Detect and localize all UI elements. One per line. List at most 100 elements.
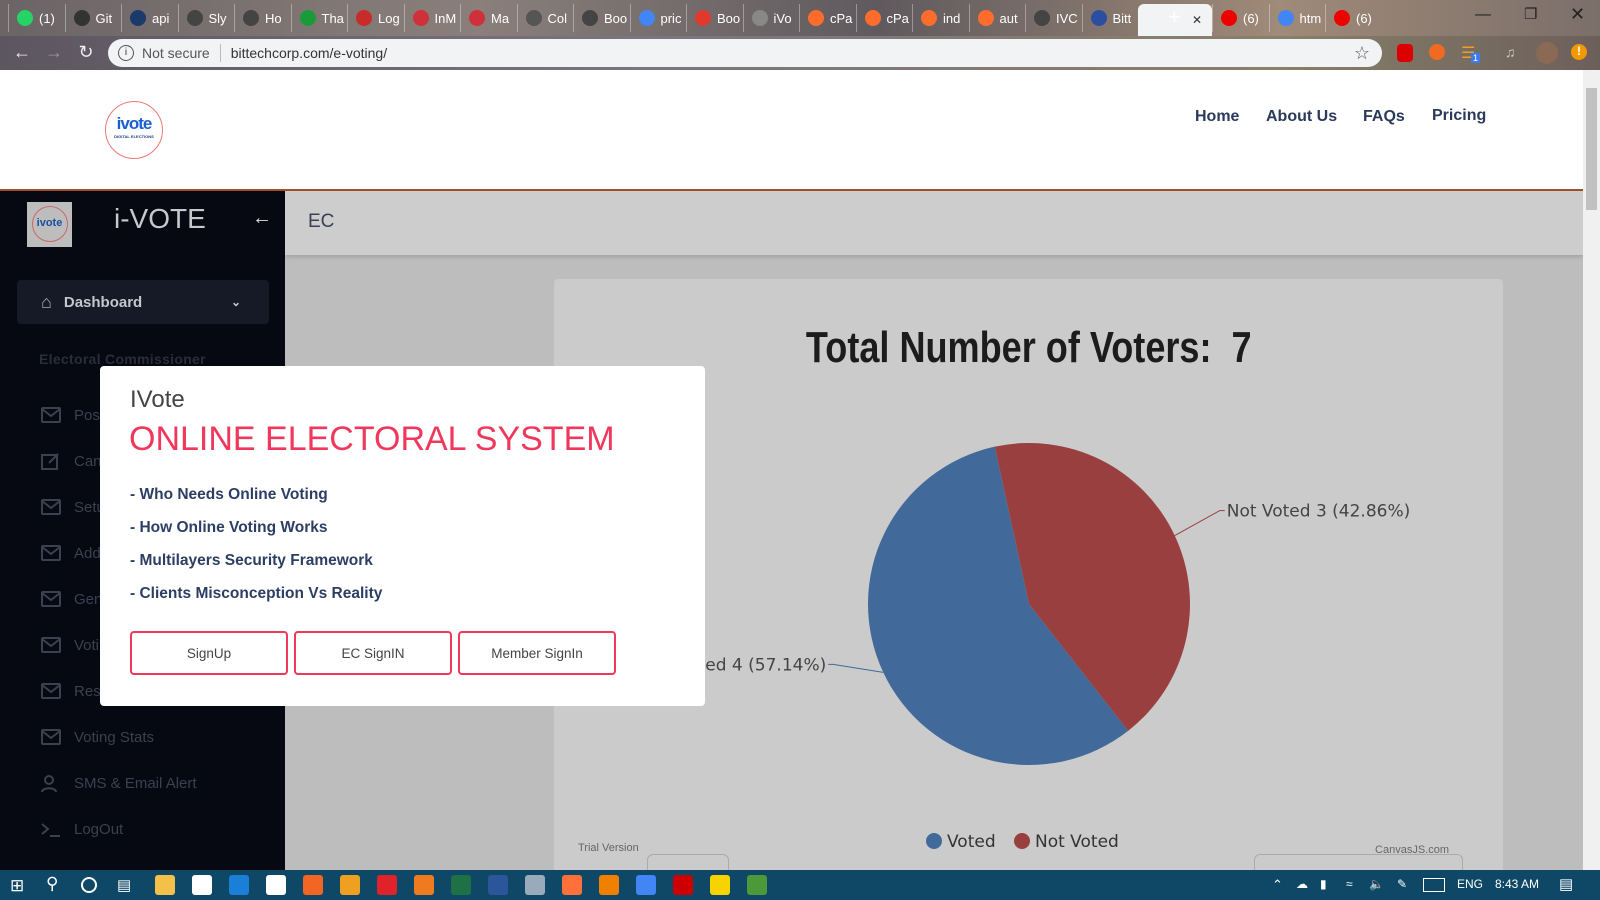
modal-link[interactable]: - Who Needs Online Voting <box>130 486 328 503</box>
update-alert-icon[interactable]: ! <box>1571 44 1587 60</box>
sidebar-item[interactable]: Add <box>40 544 101 562</box>
search-icon[interactable]: ⚲ <box>46 874 59 893</box>
browser-tab[interactable]: Git <box>64 4 122 32</box>
mail-icon[interactable] <box>266 875 286 895</box>
ec-signin-button[interactable]: EC SignIN <box>294 631 452 675</box>
clock[interactable]: 8:43 AM <box>1495 877 1540 891</box>
sidebar-item[interactable]: Posi <box>40 406 103 424</box>
pen-icon[interactable]: ✎ <box>1397 877 1408 891</box>
browser-tab[interactable]: iVo <box>742 4 800 32</box>
back-icon[interactable]: ← <box>13 42 31 62</box>
sidebar-item[interactable]: Can <box>40 452 102 470</box>
volume-icon[interactable]: 🔈 <box>1369 877 1384 891</box>
sidebar-item[interactable]: Res <box>40 682 101 700</box>
xampp-icon[interactable] <box>414 875 434 895</box>
browser-tab[interactable]: Boo <box>573 4 630 32</box>
sidebar-item[interactable]: SMS & Email Alert <box>40 774 197 792</box>
modal-link[interactable]: - Clients Misconception Vs Reality <box>130 585 383 602</box>
browser-tab[interactable]: Bitt <box>1081 4 1139 32</box>
edge-icon[interactable] <box>229 875 249 895</box>
page-scrollbar[interactable] <box>1583 70 1600 870</box>
browser-tab[interactable]: Tha <box>290 4 348 32</box>
vlc-icon[interactable] <box>599 875 619 895</box>
cortana-icon[interactable] <box>81 877 97 893</box>
browser-tab[interactable]: (1) <box>8 4 65 32</box>
language-indicator[interactable]: ENG <box>1457 877 1484 891</box>
nav-about-us[interactable]: About Us <box>1266 108 1338 125</box>
close-tab-icon[interactable]: ✕ <box>1191 13 1202 27</box>
browser-tab[interactable]: Col <box>516 4 574 32</box>
close-window-button[interactable]: ✕ <box>1570 4 1586 24</box>
dashboard-dropdown[interactable]: ⌂ Dashboard ⌄ <box>17 280 269 324</box>
modal-link[interactable]: - How Online Voting Works <box>130 519 328 536</box>
sublime-icon[interactable] <box>340 875 360 895</box>
extension-icon[interactable] <box>1429 44 1445 60</box>
pie-slice-voted[interactable] <box>868 446 1129 765</box>
sidebar-item[interactable]: Voting Stats <box>40 728 154 746</box>
browser-tab[interactable]: Ho <box>234 4 291 32</box>
nav-home[interactable]: Home <box>1195 108 1240 125</box>
excel-icon[interactable] <box>451 875 471 895</box>
uc-browser-icon[interactable] <box>303 875 323 895</box>
browser-tab[interactable]: IVC <box>1025 4 1082 32</box>
media-icon[interactable]: ♫ <box>1505 44 1516 60</box>
site-logo[interactable]: ivote DIGITAL ELECTIONS <box>105 101 163 159</box>
word-icon[interactable] <box>488 875 508 895</box>
browser-tab[interactable]: (6) <box>1325 4 1382 32</box>
chrome-icon[interactable] <box>636 875 656 895</box>
tray-chevron-icon[interactable]: ⌃ <box>1272 877 1283 892</box>
restore-button[interactable]: ❐ <box>1524 6 1538 23</box>
browser-tab[interactable]: Boo <box>686 4 743 32</box>
member-signin-button[interactable]: Member SignIn <box>458 631 616 675</box>
file-explorer-icon[interactable] <box>155 875 175 895</box>
legend-label[interactable]: Not Voted <box>1035 832 1119 852</box>
browser-tab[interactable]: ind <box>912 4 969 32</box>
minimize-button[interactable]: — <box>1475 6 1491 23</box>
browser-tab[interactable]: (6) <box>1212 4 1269 32</box>
browser-tab[interactable]: htm <box>1268 4 1326 32</box>
sticky-notes-icon[interactable] <box>710 875 730 895</box>
browser-tab[interactable]: Ma <box>460 4 517 32</box>
battery-icon[interactable]: ▮ <box>1320 877 1327 891</box>
pie-slice-not-voted[interactable] <box>994 443 1191 731</box>
virtualbox-icon[interactable] <box>525 875 545 895</box>
browser-tab[interactable]: cPa <box>855 4 913 32</box>
idm-icon[interactable] <box>747 875 767 895</box>
browser-tab[interactable]: Log <box>347 4 404 32</box>
notifications-icon[interactable]: ▤ <box>1559 876 1574 893</box>
firefox-icon[interactable] <box>562 875 582 895</box>
avatar[interactable] <box>1536 42 1558 64</box>
browser-tab[interactable]: api <box>121 4 178 32</box>
sidebar-item[interactable]: Gen <box>40 590 102 608</box>
nav-pricing[interactable]: Pricing <box>1432 107 1487 124</box>
onedrive-icon[interactable]: ☁ <box>1296 877 1308 891</box>
modal-link[interactable]: - Multilayers Security Framework <box>130 552 373 569</box>
rss-icon[interactable]: ☰ 1 <box>1461 45 1481 63</box>
collapse-arrow-icon[interactable]: ← <box>252 207 272 229</box>
signup-button[interactable]: SignUp <box>130 631 288 675</box>
opera-icon[interactable] <box>377 875 397 895</box>
browser-tab[interactable]: cPa <box>799 4 856 32</box>
info-icon[interactable]: i <box>118 45 134 61</box>
browser-tab[interactable]: aut <box>968 4 1026 32</box>
bookmark-star-icon[interactable]: ☆ <box>1353 42 1370 63</box>
reload-icon[interactable]: ↻ <box>78 42 94 62</box>
sidebar-item[interactable]: Voti <box>40 636 99 654</box>
wifi-icon[interactable]: ≈ <box>1346 877 1353 891</box>
keyboard-icon[interactable] <box>1423 878 1445 892</box>
nav-faqs[interactable]: FAQs <box>1363 108 1405 125</box>
url-text[interactable]: bittechcorp.com/e-voting/ <box>230 45 388 61</box>
browser-tab-active[interactable]: ✕ <box>1138 4 1212 36</box>
new-tab-button[interactable]: + <box>1168 4 1181 29</box>
netflix-icon[interactable] <box>673 875 693 895</box>
browser-tab[interactable]: pric <box>629 4 687 32</box>
task-view-icon[interactable]: ▤ <box>117 877 132 894</box>
browser-tab[interactable]: InM <box>403 4 461 32</box>
sidebar-item[interactable]: LogOut <box>40 820 123 838</box>
canvasjs-credit[interactable]: CanvasJS.com <box>1375 844 1449 856</box>
forward-icon[interactable]: → <box>45 42 63 62</box>
browser-tab[interactable]: Sly <box>177 4 235 32</box>
legend-label[interactable]: Voted <box>947 832 996 852</box>
address-bar[interactable]: i Not secure bittechcorp.com/e-voting/ ☆ <box>108 39 1382 67</box>
adblock-icon[interactable] <box>1397 44 1413 62</box>
